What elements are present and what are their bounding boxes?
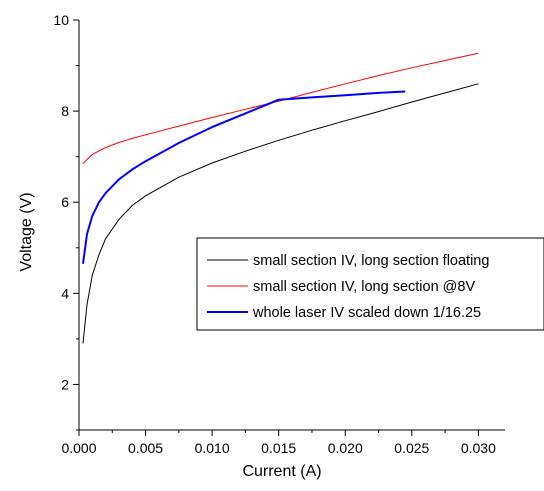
legend: small section IV, long section floating s… xyxy=(196,237,544,331)
y-tick-label: 10 xyxy=(53,12,69,28)
legend-entry: small section IV, long section floating xyxy=(253,253,489,269)
y-tick-label: 6 xyxy=(61,194,69,210)
legend-box xyxy=(196,237,544,331)
series-line-2 xyxy=(82,52,479,164)
x-tick-label: 0.020 xyxy=(328,440,363,456)
axis-layer: 0.000 0.005 0.010 0.015 0.020 0.025 0.030 2 4 6 8 1… xyxy=(53,12,496,456)
series-line-1 xyxy=(82,83,479,344)
y-axis-label: Voltage (V) xyxy=(18,192,35,271)
y-tick-label: 8 xyxy=(61,103,69,119)
series-layer xyxy=(82,52,479,344)
legend-entry: whole laser IV scaled down 1/16.25 xyxy=(252,305,481,321)
x-tick-label: 0.025 xyxy=(394,440,429,456)
y-tick-label: 4 xyxy=(61,285,69,301)
x-tick-label: 0.005 xyxy=(128,440,163,456)
x-tick-label: 0.000 xyxy=(61,440,96,456)
plot-frame xyxy=(78,20,505,431)
legend-entry: small section IV, long section @8V xyxy=(253,279,475,295)
y-tick-label: 2 xyxy=(61,376,69,392)
x-tick-label: 0.015 xyxy=(261,440,296,456)
x-axis-label: Current (A) xyxy=(242,463,321,480)
series-line-3 xyxy=(82,90,406,264)
x-tick-label: 0.030 xyxy=(461,440,496,456)
x-tick-label: 0.010 xyxy=(195,440,230,456)
